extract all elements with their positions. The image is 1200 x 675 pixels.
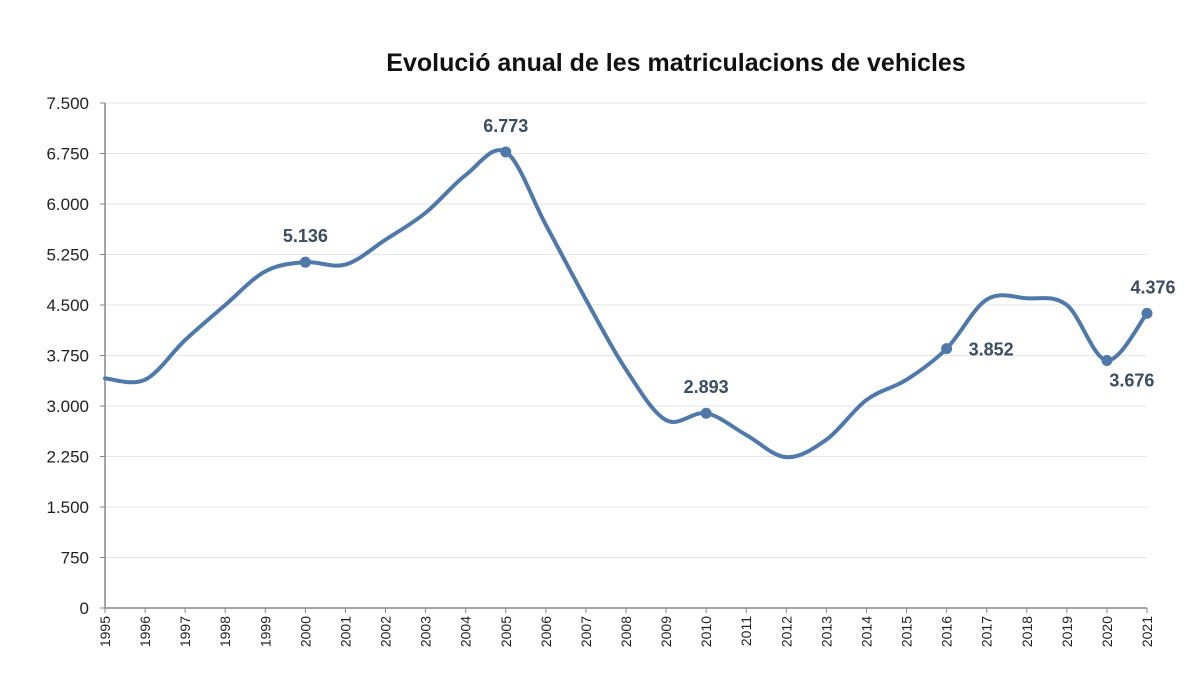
data-label: 5.136 bbox=[283, 226, 328, 246]
x-tick-label: 2001 bbox=[337, 616, 353, 647]
data-point-marker bbox=[500, 146, 512, 158]
series bbox=[103, 146, 1153, 460]
y-tick-label: 3.750 bbox=[46, 347, 89, 366]
y-tick-label: 1.500 bbox=[46, 498, 89, 517]
x-tick-label: 2015 bbox=[899, 616, 915, 647]
data-label: 2.893 bbox=[684, 377, 729, 397]
x-tick-label: 2013 bbox=[818, 616, 834, 647]
data-labels: 5.136 6.773 2.893 3.852 3.676 4.376 bbox=[283, 116, 1176, 397]
gridlines bbox=[105, 102, 1147, 558]
chart-title: Evolució anual de les matriculacions de … bbox=[386, 49, 965, 77]
x-tick-label: 1998 bbox=[217, 616, 233, 647]
x-tick-label: 2005 bbox=[498, 616, 514, 647]
data-point-marker bbox=[1101, 354, 1113, 366]
y-tick-label: 7.500 bbox=[46, 94, 89, 113]
x-tick-label: 2018 bbox=[1019, 616, 1035, 647]
x-tick-label: 2002 bbox=[378, 616, 394, 647]
x-tick-label: 2003 bbox=[418, 616, 434, 647]
x-axis: 1995 1996 1997 1998 1999 2000 2001 2002 2003 2004… bbox=[97, 607, 1155, 647]
x-tick-label: 2021 bbox=[1139, 616, 1155, 647]
x-tick-label: 2019 bbox=[1059, 616, 1075, 647]
series-line bbox=[103, 148, 1149, 460]
y-tick-label: 0 bbox=[80, 599, 89, 618]
x-tick-label: 2004 bbox=[458, 616, 474, 647]
x-tick-label: 2016 bbox=[939, 616, 955, 647]
y-tick-label: 6.750 bbox=[46, 145, 89, 164]
data-point-marker bbox=[1141, 307, 1153, 319]
y-tick-label: 750 bbox=[61, 549, 89, 568]
x-tick-label: 2014 bbox=[858, 616, 874, 647]
y-axis: 0 750 1.500 2.250 3.000 3.750 4.500 5.250 6.000 6… bbox=[46, 94, 106, 618]
x-tick-label: 2020 bbox=[1099, 616, 1115, 647]
x-tick-label: 1996 bbox=[137, 616, 153, 647]
data-label: 6.773 bbox=[483, 116, 528, 136]
y-tick-label: 6.000 bbox=[46, 195, 89, 214]
data-point-marker bbox=[700, 407, 712, 419]
data-point-marker bbox=[941, 343, 953, 355]
x-tick-label: 2012 bbox=[778, 616, 794, 647]
x-tick-label: 2007 bbox=[578, 616, 594, 647]
data-label: 3.852 bbox=[969, 340, 1014, 360]
x-tick-label: 2000 bbox=[297, 616, 313, 647]
data-point-marker bbox=[299, 256, 311, 268]
x-tick-label: 2006 bbox=[538, 616, 554, 647]
x-tick-label: 1999 bbox=[257, 616, 273, 647]
x-tick-label: 2011 bbox=[738, 616, 754, 646]
x-tick-label: 2010 bbox=[698, 616, 714, 647]
x-tick-label: 1997 bbox=[177, 616, 193, 647]
x-tick-label: 2017 bbox=[979, 616, 995, 647]
data-label: 3.676 bbox=[1109, 370, 1154, 390]
y-tick-label: 4.500 bbox=[46, 296, 89, 315]
x-tick-label: 2009 bbox=[658, 616, 674, 647]
x-tick-label: 1995 bbox=[97, 616, 113, 647]
y-tick-label: 5.250 bbox=[46, 246, 89, 265]
y-tick-label: 3.000 bbox=[46, 397, 89, 416]
x-tick-label: 2008 bbox=[618, 616, 634, 647]
data-label: 4.376 bbox=[1130, 277, 1175, 297]
y-tick-label: 2.250 bbox=[46, 448, 89, 467]
